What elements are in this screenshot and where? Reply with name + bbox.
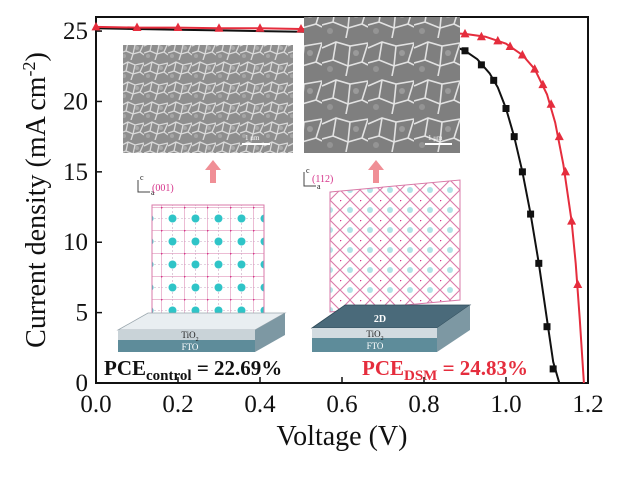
data-point-dsm [91, 21, 101, 31]
y-tick-label: 0 [76, 370, 89, 397]
miller-index-left: (001) [152, 183, 174, 194]
data-point-dsm [517, 50, 527, 59]
data-series [91, 21, 585, 384]
tio2-label-left: TiO2 [181, 330, 198, 343]
arrow-up-left [205, 160, 221, 183]
data-point-dsm [560, 166, 570, 176]
y-tick-label: 25 [63, 18, 88, 45]
series-line-dsm [95, 25, 585, 384]
sem-image-control [123, 45, 293, 153]
data-point-control [502, 105, 510, 112]
sem-image-dsm [304, 17, 460, 153]
data-point-control [510, 133, 518, 141]
data-point-dsm [132, 22, 142, 32]
data-point-control [535, 259, 543, 267]
data-point-dsm [476, 31, 486, 41]
data-point-dsm [214, 23, 224, 32]
x-tick-label: 0.4 [244, 391, 276, 418]
axis-glyph-left: c a [137, 173, 155, 197]
series-line-control [95, 27, 561, 384]
fto-label-left: FTO [182, 342, 199, 352]
substrate-stack-left [116, 312, 287, 352]
data-point-control [461, 47, 469, 55]
x-tick-label: 0.2 [162, 391, 193, 418]
x-axis-title: Voltage (V) [277, 421, 408, 452]
data-point-dsm [530, 64, 540, 73]
fto-label-right: FTO [367, 341, 384, 351]
x-tick-label: 0.0 [80, 391, 111, 418]
data-point-control [543, 323, 551, 331]
data-point-dsm [296, 23, 306, 33]
data-point-dsm [554, 131, 564, 141]
y-tick-label: 5 [76, 300, 89, 327]
data-point-dsm [538, 79, 548, 89]
data-point-control [477, 61, 485, 69]
x-tick-label: 0.8 [408, 391, 439, 418]
axis-glyph-right: c a [303, 166, 321, 191]
data-point-dsm [567, 216, 577, 225]
y-tick-label: 15 [63, 159, 88, 186]
svg-text:c: c [306, 166, 310, 175]
x-tick-label: 0.6 [326, 391, 357, 418]
pce-control-annotation: PCEcontrol = 22.69% [104, 356, 282, 384]
pce-dsm-annotation: PCEDSM = 24.83% [362, 356, 528, 384]
inset-left: 1 μm c a (001) TiO2 FTO [116, 45, 293, 352]
data-point-dsm [546, 99, 556, 108]
miller-index-right: (112) [312, 174, 333, 185]
data-point-control [518, 168, 526, 176]
y-axis-title: Current density (mA cm-2) [19, 52, 52, 348]
svg-text:c: c [140, 173, 144, 182]
svg-text:a: a [317, 182, 321, 191]
x-tick-label: 1.0 [490, 391, 521, 418]
x-tick-label: 1.2 [572, 391, 603, 418]
data-point-dsm [460, 28, 470, 38]
2d-layer-label: 2D [374, 314, 386, 325]
scale-label-left: 1 μm [245, 134, 260, 142]
y-tick-label: 20 [63, 88, 88, 115]
data-point-dsm [505, 41, 515, 51]
tio2-label-right: TiO2 [366, 329, 383, 342]
svg-text:a: a [151, 188, 155, 197]
data-point-control [527, 210, 535, 218]
crystal-lattice-left [151, 204, 265, 321]
data-point-control [490, 76, 498, 84]
data-point-control [549, 365, 557, 373]
data-point-dsm [173, 22, 183, 32]
data-point-dsm [493, 35, 503, 45]
substrate-stack-right [310, 304, 472, 352]
x-axis: 0.0 0.2 0.4 0.6 0.8 1.0 1.2 Voltage (V) [80, 377, 604, 452]
y-tick-label: 10 [63, 229, 88, 256]
inset-right: 1 μm c a (112) 2D TiO2 FTO [303, 17, 472, 352]
scale-label-right: 1 μm [428, 134, 443, 142]
data-point-dsm [573, 279, 583, 288]
y-axis: 0 5 10 15 20 25 Current density (mA cm-2) [19, 18, 102, 397]
arrow-up-right [368, 160, 384, 183]
crystal-lattice-right [329, 179, 461, 313]
data-point-dsm [255, 23, 265, 32]
